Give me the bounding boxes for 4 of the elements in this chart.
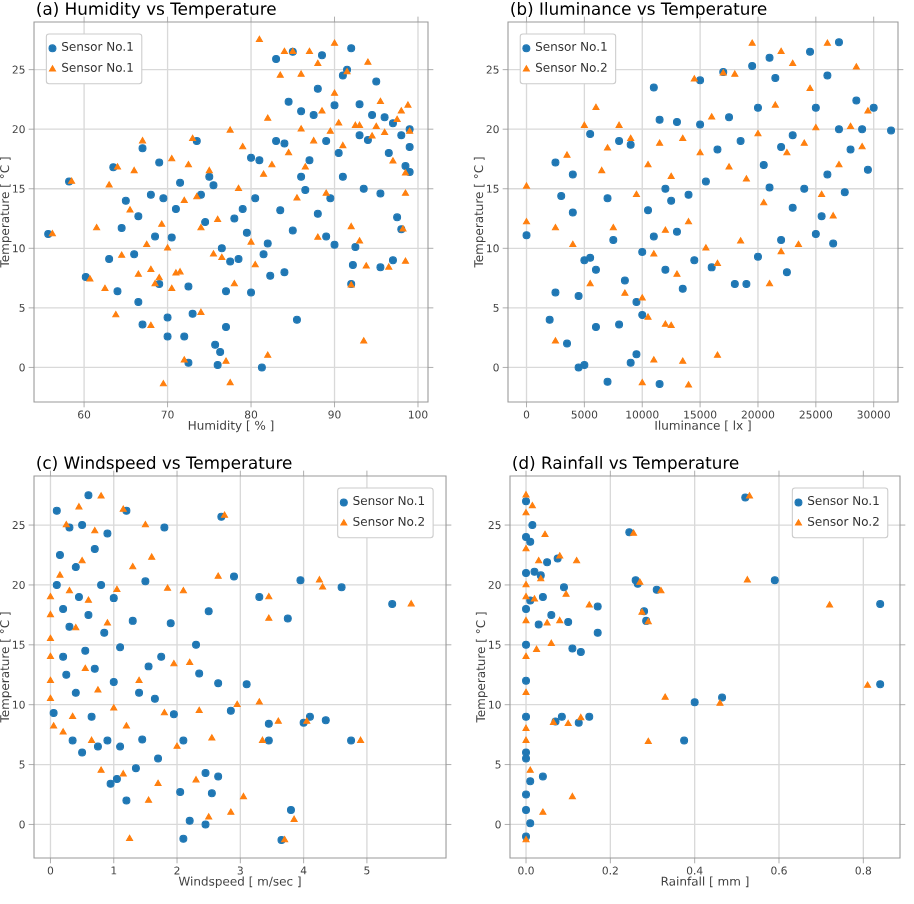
chart-title: (b) Iluminance vs Temperature — [511, 2, 767, 19]
chart-title: (a) Humidity vs Temperature — [37, 2, 276, 19]
chart-title: (c) Windspeed vs Temperature — [37, 456, 292, 473]
chart-title: (d) Rainfall vs Temperature — [513, 456, 739, 473]
